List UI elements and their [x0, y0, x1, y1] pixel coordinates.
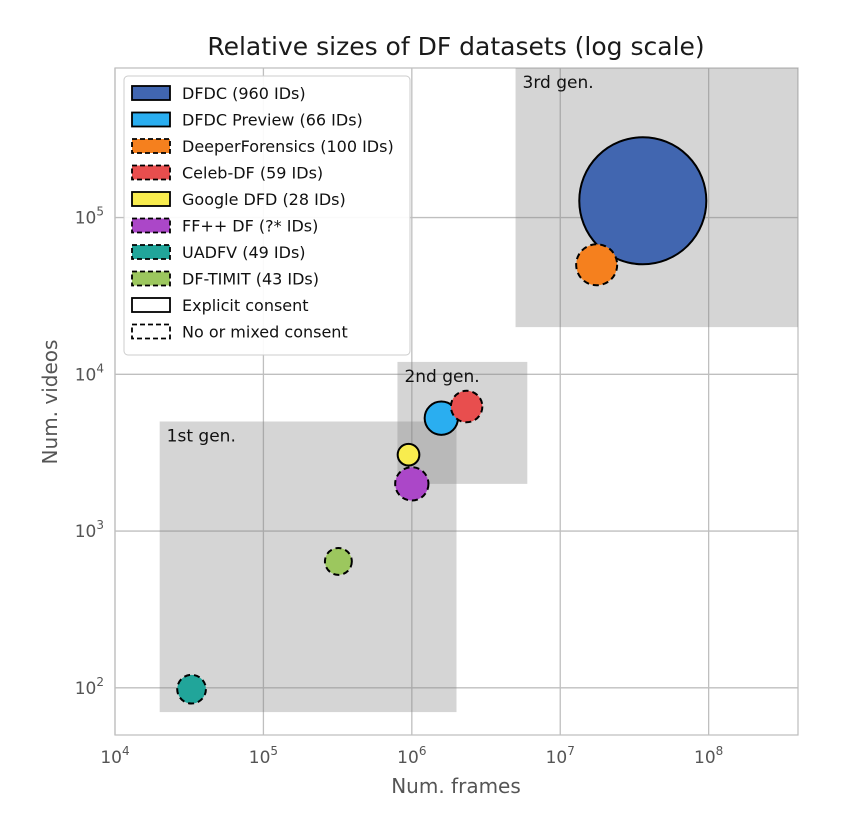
x-tick-label: 106: [397, 744, 426, 768]
legend-label-explicit-consent: Explicit consent: [182, 296, 309, 315]
bubble-ff-df: [394, 466, 430, 502]
generation-region-2: [397, 361, 528, 484]
bubble-celeb-df: [449, 389, 484, 424]
generation-label-3: 3rd gen.: [523, 73, 594, 93]
bubble-uadfv: [176, 673, 207, 705]
legend-swatch-uadfv: [131, 244, 171, 260]
legend-label-celeb-df: Celeb-DF (59 IDs): [182, 164, 323, 183]
legend-swatch-celeb-df: [131, 164, 171, 181]
legend-label-df-timit: DF-TIMIT (43 IDs): [182, 270, 319, 289]
y-axis-label: Num. videos: [38, 340, 62, 465]
legend-swatch-deeperforensics: [131, 138, 171, 154]
legend-label-google-dfd: Google DFD (28 IDs): [182, 190, 346, 209]
bubble-df-timit: [323, 547, 353, 576]
legend-label-deeperforensics: DeeperForensics (100 IDs): [182, 137, 394, 156]
legend-label-dfdc-preview: DFDC Preview (66 IDs): [182, 111, 363, 130]
bubbles: [176, 136, 708, 705]
legend-swatch-explicit-consent: [131, 297, 171, 313]
legend-label-uadfv: UADFV (49 IDs): [182, 243, 306, 262]
y-tick-label: 104: [75, 361, 104, 385]
y-axis-ticks: 102 103 104 105: [75, 205, 104, 699]
x-tick-label: 107: [546, 744, 575, 768]
y-tick-label: 103: [75, 518, 104, 542]
x-axis-label: Num. frames: [391, 774, 521, 798]
bubble-dfdc: [578, 136, 708, 266]
y-tick-label: 102: [75, 675, 104, 699]
legend-frame: [123, 75, 411, 356]
x-tick-label: 104: [100, 744, 129, 768]
legend-swatch-dfdc-preview: [131, 111, 171, 128]
legend-swatch-no-or-mixed-consent: [131, 323, 171, 340]
generation-label-2: 2nd gen.: [404, 367, 479, 387]
legend-swatch-df-timit: [131, 270, 171, 287]
chart-title: Relative sizes of DF datasets (log scale…: [207, 32, 704, 61]
x-tick-label: 108: [694, 744, 723, 768]
x-tick-label: 105: [249, 744, 278, 768]
legend-label-no-or-mixed-consent: No or mixed consent: [182, 323, 348, 342]
generation-label-1: 1st gen.: [167, 427, 236, 447]
legend-label-dfdc: DFDC (960 IDs): [182, 84, 306, 103]
bubble-deeperforensics: [575, 243, 619, 287]
legend-swatch-ff-df: [131, 217, 171, 234]
bubble-google-dfd: [396, 442, 421, 467]
legend-label-ff-df: FF++ DF (?* IDs): [182, 217, 318, 236]
x-axis-ticks: 104 105 106 107 108: [100, 744, 723, 768]
legend-swatch-google-dfd: [131, 191, 171, 207]
legend: DFDC (960 IDs) DFDC Preview (66 IDs) Deepe…: [123, 75, 411, 356]
y-tick-label: 105: [75, 205, 104, 229]
legend-swatch-dfdc: [131, 85, 171, 101]
